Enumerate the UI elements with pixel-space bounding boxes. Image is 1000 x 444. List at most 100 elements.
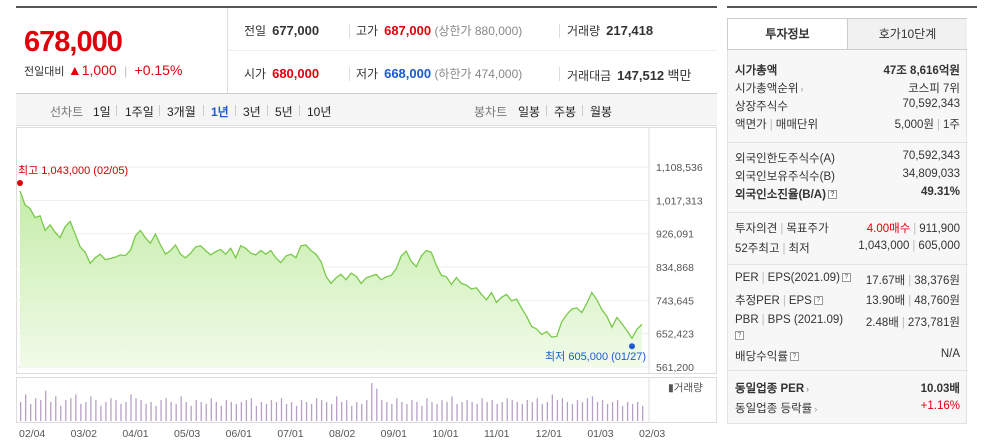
volume-bar [511, 400, 513, 421]
change-percent: +0.15% [134, 62, 183, 78]
period-3y[interactable]: 3년 [243, 105, 261, 119]
day-high: 고가 687,000 (상한가 880,000) [356, 23, 523, 38]
volume-bar [230, 402, 232, 421]
tab-order-book[interactable]: 호가10단계 [848, 19, 967, 49]
volume-bar [396, 398, 398, 421]
volume-bar [501, 402, 503, 421]
volume-bar [235, 403, 237, 421]
volume-bar [145, 403, 147, 421]
volume-bar [245, 400, 248, 421]
y-tick-label: 1,017,313 [656, 195, 703, 207]
volume: 거래량 217,418 [567, 23, 654, 38]
chevron-right-icon[interactable]: › [806, 384, 810, 394]
volume-bar [255, 405, 258, 421]
x-tick-label: 10/01 [432, 428, 458, 440]
volume-bar [431, 402, 433, 421]
volume-bar [376, 388, 378, 421]
volume-bar [421, 405, 423, 421]
volume-bar [40, 400, 42, 421]
volume-bar [290, 402, 293, 421]
up-arrow-icon: ▲ [67, 62, 82, 78]
y-tick-label: 652,423 [656, 329, 694, 341]
volume-bar [461, 402, 463, 421]
volume-bar [275, 402, 278, 421]
volume-bar [200, 402, 202, 421]
volume-bar [476, 403, 478, 421]
volume-bar [45, 390, 47, 421]
volume-bar [441, 400, 443, 421]
period-1d[interactable]: 1일 [93, 105, 111, 119]
candle-daily[interactable]: 일봉 [518, 105, 541, 119]
volume-bar [260, 402, 263, 421]
sector-rate-row: 동일업종 등락률 › +1.16% [735, 400, 960, 415]
volume-bar [546, 402, 548, 421]
volume-bar [591, 396, 594, 421]
chevron-right-icon[interactable]: › [814, 404, 818, 414]
help-icon[interactable]: ? [789, 352, 799, 362]
volume-bar [300, 400, 303, 421]
volume-bar [416, 402, 418, 421]
volume-bar [406, 403, 408, 421]
volume-bar [611, 402, 614, 421]
volume-bar [631, 403, 634, 421]
volume-bar [320, 400, 323, 421]
volume-bar [125, 402, 127, 421]
stock-quote-panel: 678,000 전일대비 ▲1,000 | +0.15% 전일 677,000 고… [16, 6, 717, 442]
pbr-row: PBR | BPS (2021.09) 2.48배 | 273,781원 [735, 314, 960, 329]
period-1y[interactable]: 1년 [211, 105, 229, 119]
volume-bar [195, 400, 197, 421]
help-icon[interactable]: ? [735, 331, 744, 341]
volume-bar [70, 398, 72, 421]
volume-bar [636, 402, 639, 421]
change-label: 전일대비 [24, 66, 65, 78]
volume-bar [50, 402, 52, 421]
volume-bar [225, 400, 227, 421]
volume-bar [356, 402, 358, 421]
foreign-ratio-row: 외국인소진율(B/A)? 49.31% [735, 186, 960, 201]
volume-bar [30, 403, 32, 421]
line-chart-label: 선차트 [50, 105, 84, 119]
y-tick-label: 743,645 [656, 295, 694, 307]
volume-bar [175, 403, 177, 421]
volume-bar [576, 400, 579, 421]
y-tick-label: 834,868 [656, 262, 694, 274]
period-1w[interactable]: 1주일 [125, 105, 154, 119]
volume-bar [285, 403, 288, 421]
tab-invest-info[interactable]: 투자정보 [728, 19, 848, 49]
x-tick-label: 11/01 [484, 428, 510, 440]
volume-bar [411, 400, 413, 421]
help-icon[interactable]: ? [813, 296, 823, 306]
dividend-row: 배당수익률? N/A [735, 348, 960, 363]
help-icon[interactable]: ? [827, 190, 837, 200]
period-5y[interactable]: 5년 [275, 105, 293, 119]
volume-bar [220, 405, 222, 421]
period-10y[interactable]: 10년 [307, 105, 332, 119]
volume-bar [486, 402, 488, 421]
candle-weekly[interactable]: 주봉 [554, 105, 577, 119]
volume-bar [95, 400, 97, 421]
volume-bar [80, 403, 82, 421]
help-icon[interactable]: ? [841, 273, 851, 283]
volume-bar [250, 398, 253, 421]
volume-bar [265, 403, 268, 421]
volume-bar [100, 405, 102, 421]
period-3m[interactable]: 3개월 [167, 105, 196, 119]
volume-bar [346, 400, 348, 421]
volume-bar [596, 402, 599, 421]
volume-bar [361, 403, 363, 421]
volume-bar [310, 403, 313, 421]
x-tick-label: 02/03 [639, 428, 665, 440]
candle-monthly[interactable]: 월봉 [590, 105, 613, 119]
x-tick-label: 09/01 [381, 428, 407, 440]
price-chart[interactable]: 1,108,536 1,017,313 926,091 834,868 743,645 6… [16, 127, 717, 444]
volume-bar [140, 400, 142, 421]
volume-bar [180, 396, 182, 421]
volume-bar [130, 394, 132, 421]
volume-bar [481, 398, 483, 421]
opinion-row: 투자의견 | 목표주가 4.00매수 | 911,900 [735, 223, 960, 235]
high-marker [17, 179, 23, 186]
volume-bar [280, 398, 283, 421]
chevron-right-icon[interactable]: › [800, 84, 804, 94]
volume-bar [210, 398, 212, 421]
volume-bar [215, 402, 217, 421]
